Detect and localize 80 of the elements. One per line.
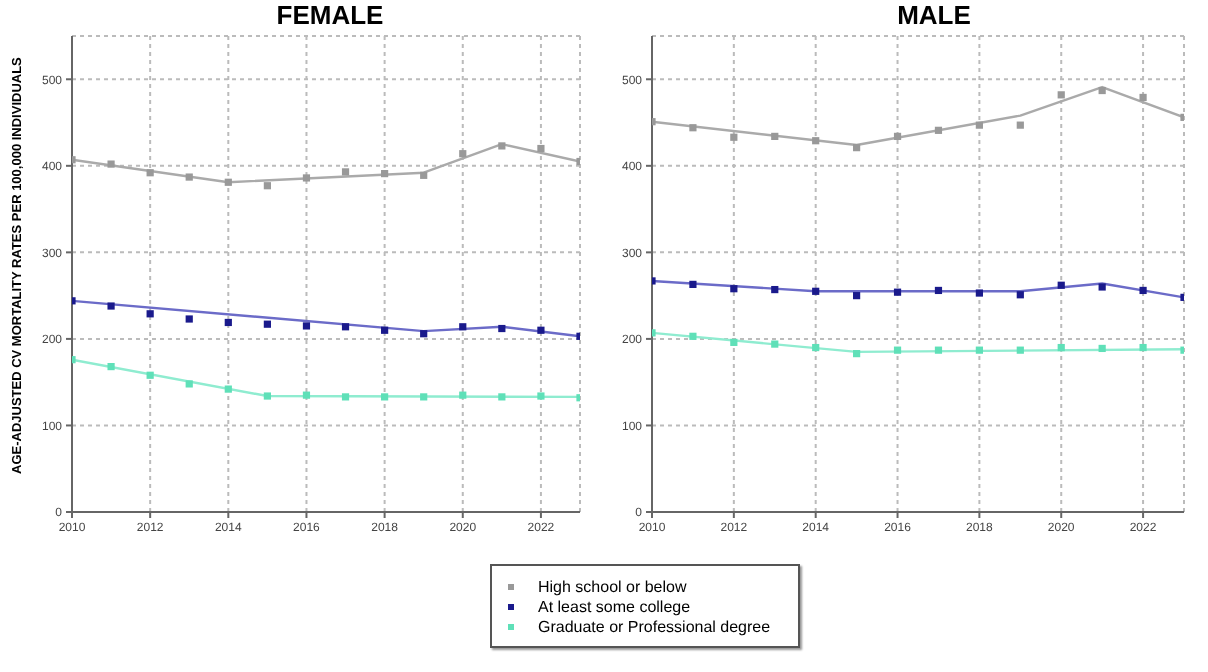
point [498, 142, 506, 150]
point [730, 285, 738, 293]
point [263, 182, 271, 190]
point [381, 170, 389, 178]
point [853, 144, 861, 152]
point [420, 171, 428, 179]
point [1016, 291, 1024, 299]
point [1139, 343, 1147, 352]
point [812, 287, 820, 295]
point [934, 126, 943, 134]
point [853, 350, 861, 358]
point [1139, 93, 1147, 102]
point [1098, 283, 1106, 291]
point [934, 286, 943, 295]
point [224, 318, 232, 327]
point [1016, 121, 1024, 129]
legend-label: High school or below [538, 577, 687, 595]
point [263, 320, 271, 328]
point [689, 280, 697, 288]
point [771, 285, 779, 294]
point [771, 340, 779, 348]
point [420, 393, 428, 401]
point [1057, 91, 1065, 99]
point [498, 393, 506, 401]
point [146, 371, 154, 379]
point [537, 392, 545, 400]
point [498, 324, 506, 333]
point [302, 322, 311, 330]
point [146, 310, 154, 318]
point [975, 289, 983, 297]
chart-title: FEMALE [274, 0, 386, 32]
point [146, 169, 154, 177]
point [537, 326, 545, 334]
point [302, 174, 311, 182]
point [975, 346, 983, 354]
point [730, 338, 738, 346]
point [689, 332, 697, 340]
point [185, 173, 193, 181]
point [812, 343, 820, 352]
point [381, 326, 389, 334]
line-series [72, 299, 580, 338]
point [107, 302, 115, 310]
point [812, 137, 820, 145]
point [341, 393, 350, 401]
legend-label: At least some college [538, 597, 691, 615]
chart-title: MALE [895, 0, 973, 32]
point [185, 380, 193, 388]
point [341, 168, 350, 176]
point [107, 160, 115, 168]
point [1057, 343, 1065, 352]
point [893, 346, 902, 354]
point [459, 391, 467, 399]
point [893, 132, 902, 140]
point [1098, 86, 1106, 95]
point [853, 292, 861, 300]
point [341, 323, 350, 331]
point [459, 150, 467, 158]
point [107, 363, 115, 371]
point [771, 132, 779, 140]
point [1139, 286, 1147, 295]
point [459, 323, 467, 331]
point [185, 315, 193, 323]
point [224, 385, 232, 393]
point [302, 391, 311, 399]
point [689, 124, 697, 132]
line-series [72, 142, 580, 184]
point [420, 330, 428, 338]
point [893, 288, 902, 296]
point [1057, 281, 1065, 289]
point [263, 392, 271, 400]
point [381, 393, 389, 401]
point [1016, 346, 1024, 354]
line-series [652, 279, 1184, 299]
point [1098, 344, 1106, 353]
point [730, 133, 738, 141]
point [934, 346, 943, 354]
point [224, 178, 232, 186]
legend-label: Graduate or Professional degree [538, 617, 771, 635]
point [975, 121, 983, 129]
point [537, 144, 545, 153]
